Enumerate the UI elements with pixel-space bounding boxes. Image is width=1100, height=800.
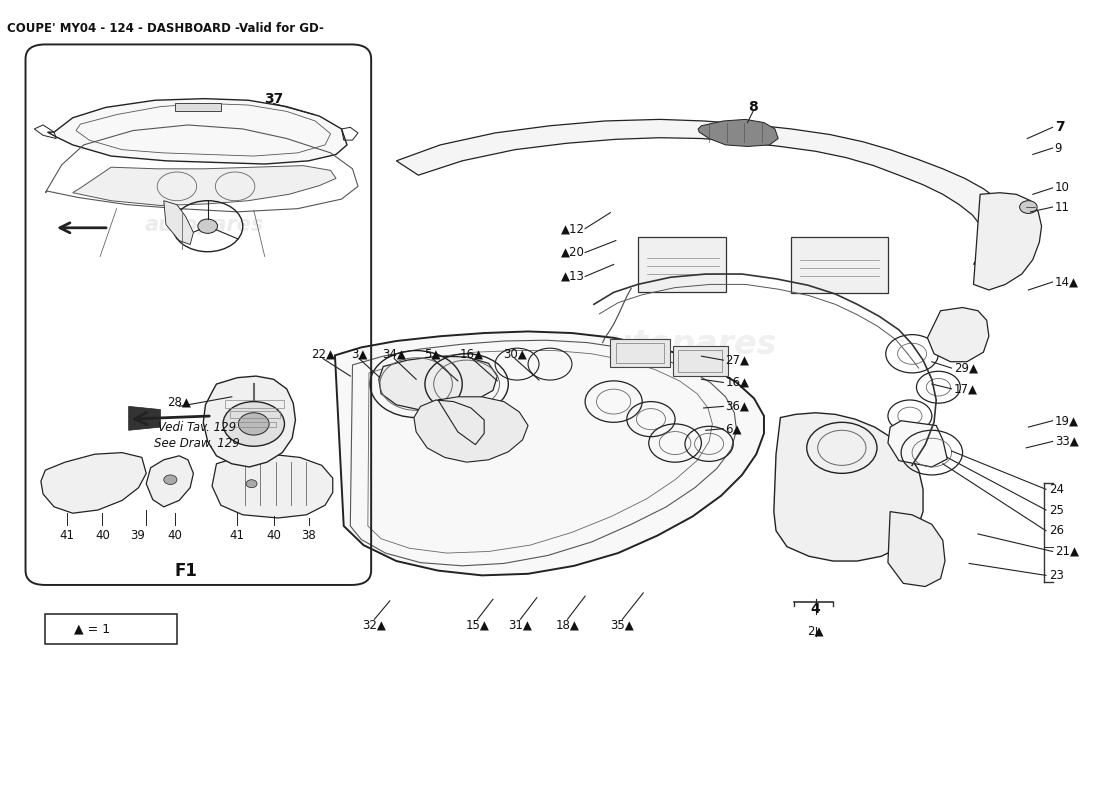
Polygon shape xyxy=(927,307,989,362)
FancyBboxPatch shape xyxy=(791,238,888,293)
Polygon shape xyxy=(129,406,161,430)
Text: 27▲: 27▲ xyxy=(726,354,749,366)
Circle shape xyxy=(239,413,270,435)
Text: ▲13: ▲13 xyxy=(561,270,585,283)
Text: F1: F1 xyxy=(174,562,197,580)
Text: 22▲: 22▲ xyxy=(311,347,334,360)
FancyBboxPatch shape xyxy=(638,238,726,291)
Text: 38: 38 xyxy=(301,529,316,542)
Circle shape xyxy=(1020,201,1037,214)
Polygon shape xyxy=(414,397,528,462)
Bar xyxy=(610,339,670,366)
Text: 3▲: 3▲ xyxy=(351,347,367,360)
Polygon shape xyxy=(698,119,778,146)
Text: 29▲: 29▲ xyxy=(954,362,978,374)
Text: 24: 24 xyxy=(1049,482,1064,496)
Text: autopares: autopares xyxy=(145,214,264,234)
Text: 9: 9 xyxy=(1055,142,1063,154)
Circle shape xyxy=(198,219,218,234)
Text: 11: 11 xyxy=(1055,201,1069,214)
Polygon shape xyxy=(888,421,947,467)
Polygon shape xyxy=(73,166,336,206)
Text: 5▲: 5▲ xyxy=(425,347,441,360)
Text: 7: 7 xyxy=(1055,120,1065,134)
Text: See Draw. 129: See Draw. 129 xyxy=(154,437,240,450)
Polygon shape xyxy=(47,98,347,164)
Text: 10: 10 xyxy=(1055,182,1069,194)
Circle shape xyxy=(246,480,257,488)
Polygon shape xyxy=(888,512,945,586)
Text: ▲20: ▲20 xyxy=(561,246,585,259)
Bar xyxy=(679,350,723,372)
Polygon shape xyxy=(146,456,194,507)
Polygon shape xyxy=(204,376,296,467)
Bar xyxy=(645,242,719,286)
Text: 40: 40 xyxy=(266,529,280,542)
Bar xyxy=(45,614,177,644)
Text: 18▲: 18▲ xyxy=(556,618,580,631)
Text: 14▲: 14▲ xyxy=(1055,275,1079,289)
Polygon shape xyxy=(164,201,194,245)
Text: 40: 40 xyxy=(95,529,110,542)
Polygon shape xyxy=(974,193,1042,290)
Polygon shape xyxy=(212,454,332,518)
Text: 2▲: 2▲ xyxy=(807,625,824,638)
Text: 28▲: 28▲ xyxy=(167,395,191,408)
Circle shape xyxy=(223,402,285,446)
Text: 16▲: 16▲ xyxy=(726,376,749,389)
Text: 21▲: 21▲ xyxy=(1055,545,1079,558)
Text: 41: 41 xyxy=(230,529,245,542)
Polygon shape xyxy=(41,453,146,514)
Bar xyxy=(80,467,108,485)
Text: COUPE' MY04 - 124 - DASHBOARD -Valid for GD-: COUPE' MY04 - 124 - DASHBOARD -Valid for… xyxy=(7,22,323,35)
Text: Vedi Tav. 129: Vedi Tav. 129 xyxy=(157,421,235,434)
Text: 37: 37 xyxy=(264,92,283,106)
Text: 26: 26 xyxy=(1049,524,1064,538)
Text: ▲12: ▲12 xyxy=(561,222,585,235)
Bar xyxy=(673,346,728,376)
Text: 35▲: 35▲ xyxy=(610,618,635,631)
Bar xyxy=(798,242,881,288)
Text: 8: 8 xyxy=(748,100,758,114)
Polygon shape xyxy=(396,119,1015,265)
Text: 31▲: 31▲ xyxy=(508,618,532,631)
Text: 19▲: 19▲ xyxy=(1055,414,1079,427)
Text: 4: 4 xyxy=(811,602,821,616)
Bar xyxy=(175,103,221,111)
Polygon shape xyxy=(334,331,764,575)
Text: 32▲: 32▲ xyxy=(363,618,386,631)
Text: 16▲: 16▲ xyxy=(460,347,484,360)
Circle shape xyxy=(164,475,177,485)
Text: ▲ = 1: ▲ = 1 xyxy=(75,622,110,635)
Text: 36▲: 36▲ xyxy=(726,400,749,413)
Text: 17▲: 17▲ xyxy=(954,382,978,395)
Text: 15▲: 15▲ xyxy=(465,618,490,631)
Bar xyxy=(616,343,664,362)
Text: 30▲: 30▲ xyxy=(503,347,527,360)
Text: autopares: autopares xyxy=(586,328,777,361)
Polygon shape xyxy=(773,413,923,561)
Text: 34▲: 34▲ xyxy=(383,347,406,360)
Polygon shape xyxy=(378,356,497,410)
Text: 41: 41 xyxy=(59,529,75,542)
Text: 39: 39 xyxy=(130,529,145,542)
Text: 40: 40 xyxy=(167,529,183,542)
Text: 33▲: 33▲ xyxy=(1055,435,1078,448)
Text: 6▲: 6▲ xyxy=(726,422,742,435)
Text: 25: 25 xyxy=(1049,503,1064,517)
Text: 23: 23 xyxy=(1049,569,1064,582)
